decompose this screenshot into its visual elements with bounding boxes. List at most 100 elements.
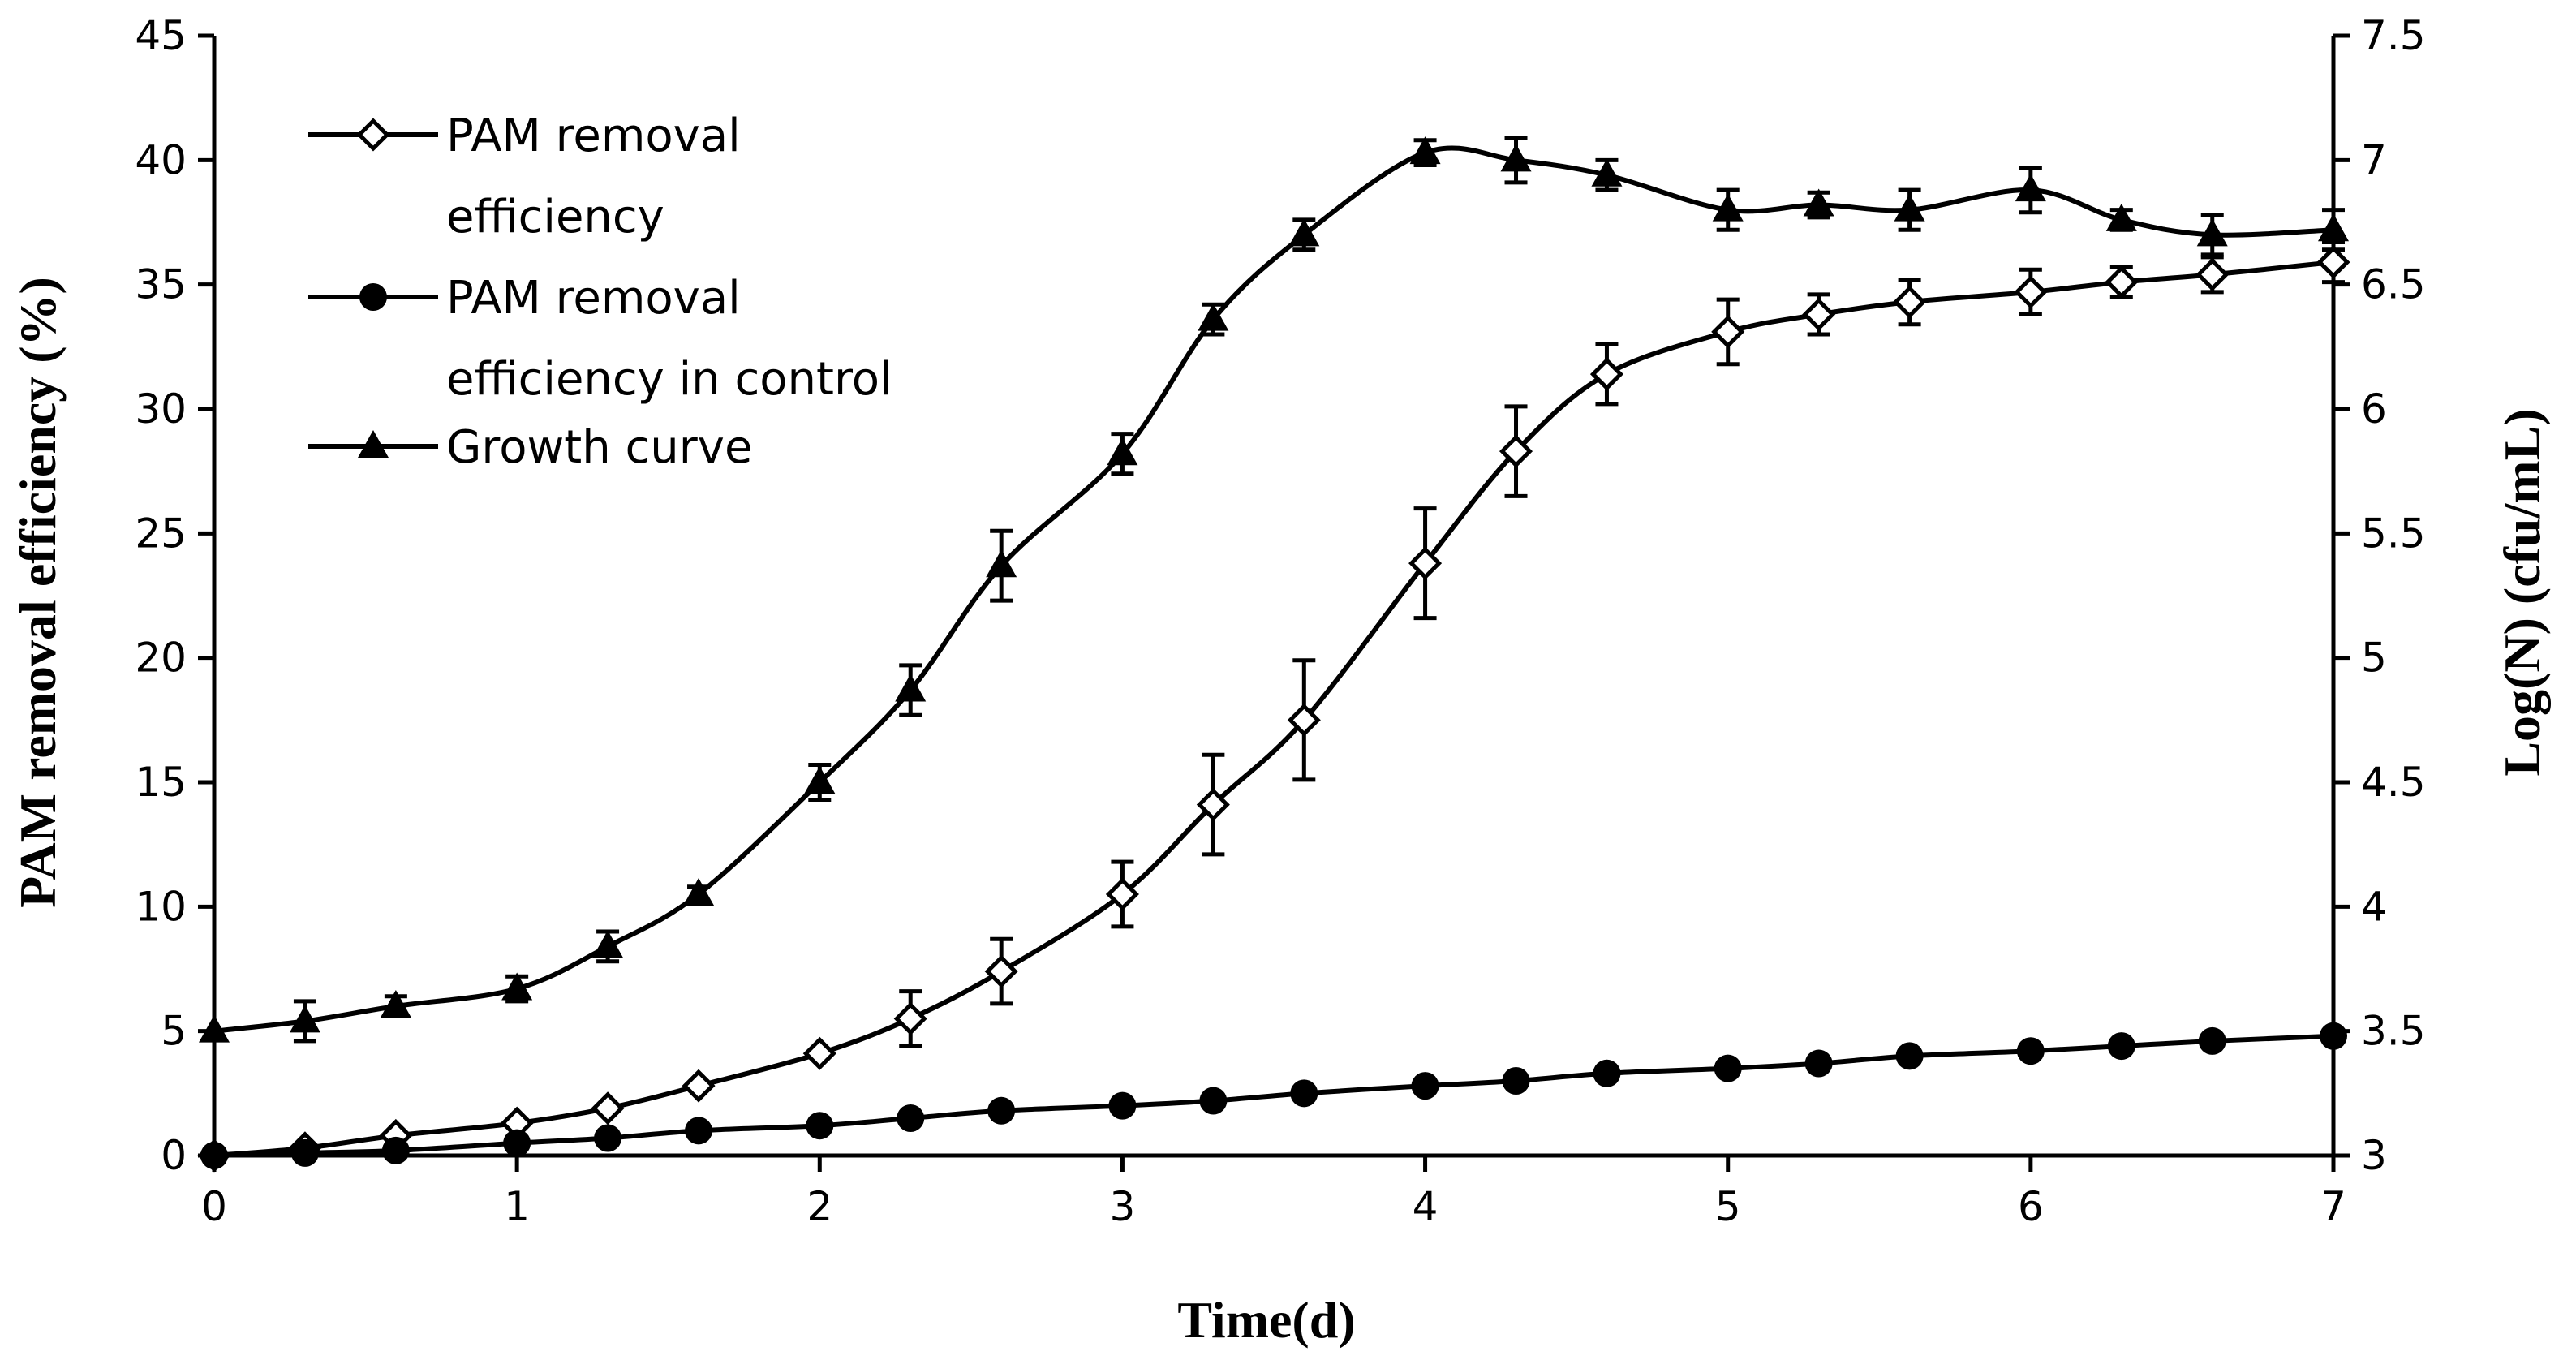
y2-tick-label: 6 (2361, 385, 2387, 433)
data-point (1411, 1072, 1439, 1100)
y-tick-label: 20 (135, 635, 187, 682)
series-layer (197, 136, 2350, 1173)
legend-label: PAM removal (446, 110, 741, 162)
data-point (685, 1117, 713, 1145)
data-point (1591, 158, 1623, 187)
data-point (289, 1005, 320, 1033)
data-point (1893, 285, 1927, 319)
legend-item-3: Growth curve (308, 421, 752, 474)
y2-axis-title: Log(N) (cfu/mL) (2493, 408, 2551, 776)
data-point (1199, 1087, 1228, 1115)
legend-marker (358, 430, 389, 458)
series-1 (197, 240, 2350, 1173)
data-point (2107, 1032, 2135, 1061)
y-tick-label: 0 (161, 1132, 187, 1179)
data-point (1105, 877, 1139, 911)
data-point (2014, 275, 2048, 309)
series-line (213, 1033, 2334, 1158)
x-tick-label: 2 (806, 1183, 832, 1230)
data-point (1804, 1049, 1833, 1078)
y2-tick-label: 4 (2361, 883, 2387, 930)
data-point (2015, 174, 2046, 202)
data-point (591, 1091, 625, 1125)
data-point (1290, 1079, 1318, 1108)
legend-item-2: PAM removal efficiency in control (308, 272, 892, 406)
series-line (213, 260, 2334, 1158)
data-point (897, 1104, 925, 1132)
data-point (2105, 265, 2139, 299)
data-point (2195, 257, 2230, 291)
data-point (1196, 788, 1230, 822)
y-tick-label: 30 (135, 385, 187, 433)
series-3 (199, 136, 2349, 1044)
data-point (199, 1014, 230, 1043)
y2-tick-label: 5 (2361, 635, 2387, 682)
data-point (683, 878, 715, 906)
data-point (1593, 1059, 1621, 1087)
data-point (2105, 203, 2137, 231)
data-point (1712, 193, 1744, 222)
x-axis-title: Time(d) (1177, 1291, 1355, 1349)
data-point (1499, 434, 1533, 468)
data-point (895, 674, 927, 702)
data-point (503, 1129, 531, 1157)
y-axis-title: PAM removal efficiency (%) (9, 277, 67, 908)
data-point (1108, 1091, 1137, 1120)
data-point (1589, 357, 1623, 391)
data-point (2318, 213, 2349, 242)
data-point (802, 1036, 836, 1070)
data-point (1895, 1042, 1924, 1070)
data-point (1802, 297, 1836, 332)
data-point (2196, 218, 2228, 247)
x-tick-label: 5 (1715, 1183, 1741, 1230)
data-point (2316, 245, 2350, 279)
legend-marker (359, 283, 387, 311)
data-point (1803, 188, 1834, 217)
data-point (987, 1096, 1016, 1125)
y-tick-label: 5 (161, 1008, 187, 1055)
data-point (381, 1136, 410, 1164)
legend-label: efficiency (446, 191, 664, 243)
data-point (1408, 546, 1443, 580)
data-point (1287, 703, 1321, 737)
x-tick-label: 7 (2320, 1183, 2346, 1230)
data-point (380, 990, 411, 1018)
data-point (2016, 1037, 2045, 1065)
legend: PAM removal efficiency PAM removal efficien… (308, 110, 892, 474)
y2-tick-label: 5.5 (2361, 510, 2426, 557)
data-point (1409, 136, 1441, 165)
data-point (501, 972, 533, 1001)
y-tick-label: 45 (135, 12, 187, 59)
legend-item-1: PAM removal efficiency (308, 110, 741, 243)
x-tick-label: 3 (1110, 1183, 1136, 1230)
data-point (592, 930, 624, 958)
data-point (2198, 1026, 2226, 1055)
y2-tick-label: 3.5 (2361, 1008, 2426, 1055)
series-line (213, 145, 2334, 1034)
data-point (984, 954, 1018, 988)
series-2 (200, 1022, 2347, 1169)
data-point (1198, 303, 1229, 331)
data-point (2320, 1022, 2347, 1050)
data-point (290, 1138, 319, 1167)
y-tick-label: 40 (135, 136, 187, 183)
x-tick-label: 0 (201, 1183, 227, 1230)
legend-label: Growth curve (446, 421, 752, 474)
data-point (1711, 315, 1745, 349)
data-point (682, 1069, 716, 1103)
data-point (1502, 1067, 1530, 1095)
y2-tick-label: 4.5 (2361, 759, 2426, 806)
y-tick-label: 10 (135, 883, 187, 930)
legend-label: PAM removal (446, 272, 741, 325)
data-point (1288, 218, 1320, 247)
data-point (200, 1142, 228, 1169)
data-point (806, 1112, 834, 1140)
x-tick-label: 4 (1413, 1183, 1439, 1230)
y2-tick-label: 7 (2361, 136, 2387, 183)
x-tick-label: 1 (504, 1183, 530, 1230)
legend-label: efficiency in control (446, 353, 892, 406)
y-tick-label: 15 (135, 759, 187, 806)
y-tick-label: 25 (135, 510, 187, 557)
